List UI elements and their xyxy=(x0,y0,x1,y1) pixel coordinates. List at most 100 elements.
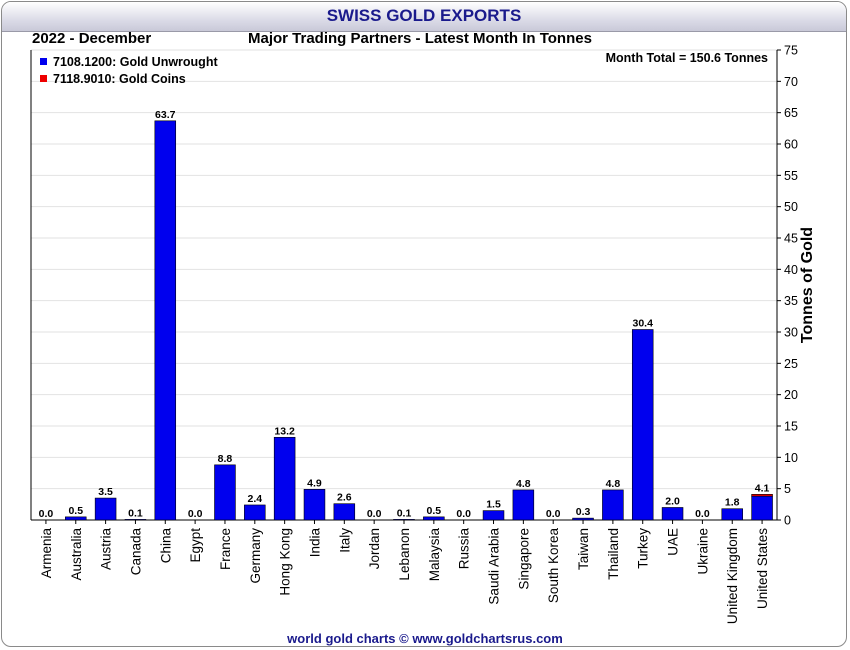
data-label: 0.0 xyxy=(695,508,710,520)
y-tick-label: 30 xyxy=(784,326,798,340)
data-label: 4.8 xyxy=(606,478,621,490)
bar-unwrought xyxy=(602,489,624,521)
data-label: 4.8 xyxy=(516,478,531,490)
y-tick-label: 40 xyxy=(784,263,798,277)
data-label: 2.6 xyxy=(337,492,352,504)
y-tick-label: 5 xyxy=(784,482,791,496)
legend-item-coins: 7118.9010: Gold Coins xyxy=(40,70,218,87)
data-label: 0.0 xyxy=(188,508,203,520)
footer-credit: world gold charts © www.goldchartsrus.co… xyxy=(287,631,563,646)
data-label: 0.5 xyxy=(427,505,442,517)
data-label: 8.8 xyxy=(218,453,233,465)
chart-period: 2022 - December xyxy=(32,30,152,47)
bar-unwrought xyxy=(65,516,87,521)
data-label: 4.1 xyxy=(755,482,770,494)
y-tick-label: 60 xyxy=(784,138,798,152)
legend-label-coins: 7118.9010: Gold Coins xyxy=(53,71,186,86)
bar-unwrought xyxy=(273,436,296,521)
x-tick-label: France xyxy=(218,528,233,570)
x-tick-label: China xyxy=(158,528,173,564)
x-tick-label: Hong Kong xyxy=(278,528,293,596)
x-tick-label: Jordan xyxy=(367,528,382,569)
bar-coins xyxy=(751,494,773,497)
chart-subtitle: Major Trading Partners - Latest Month In… xyxy=(248,30,592,47)
x-tick-label: Australia xyxy=(69,528,84,581)
bar-unwrought xyxy=(214,464,236,521)
x-tick-label: Germany xyxy=(248,528,263,584)
x-tick-label: Armenia xyxy=(39,528,54,579)
legend-item-unwrought: 7108.1200: Gold Unwrought xyxy=(40,53,218,70)
bar-unwrought xyxy=(94,497,117,521)
bar-unwrought xyxy=(154,120,177,521)
data-label: 0.0 xyxy=(456,508,471,520)
y-axis-label: Tonnes of Gold xyxy=(799,226,816,344)
data-label: 0.3 xyxy=(576,506,591,518)
bar-unwrought xyxy=(661,507,684,521)
x-tick-label: Egypt xyxy=(188,528,203,563)
y-tick-label: 65 xyxy=(784,106,798,120)
x-tick-label: Singapore xyxy=(516,528,531,590)
x-tick-label: Lebanon xyxy=(397,528,412,581)
bar-unwrought xyxy=(751,495,773,521)
x-tick-label: South Korea xyxy=(546,528,561,604)
x-tick-label: Italy xyxy=(337,528,352,553)
y-tick-label: 70 xyxy=(784,75,798,89)
data-label: 0.0 xyxy=(367,508,382,520)
y-tick-label: 55 xyxy=(784,169,798,183)
data-label: 2.0 xyxy=(665,495,680,507)
bar-unwrought xyxy=(721,508,743,521)
y-tick-label: 15 xyxy=(784,420,798,434)
bar-unwrought xyxy=(333,503,356,521)
legend: 7108.1200: Gold Unwrought 7118.9010: Gol… xyxy=(40,53,218,87)
y-tick-label: 20 xyxy=(784,388,798,402)
y-tick-label: 35 xyxy=(784,294,798,308)
x-tick-label: Thailand xyxy=(606,528,621,580)
data-label: 0.1 xyxy=(128,507,143,519)
x-tick-label: Saudi Arabia xyxy=(487,528,502,605)
data-label: 0.5 xyxy=(68,505,83,517)
data-label: 30.4 xyxy=(633,317,654,329)
data-label: 1.8 xyxy=(725,497,740,509)
bar-unwrought xyxy=(303,488,326,521)
x-tick-label: Taiwan xyxy=(576,528,591,570)
month-total-label: Month Total = 150.6 Tonnes xyxy=(605,51,768,65)
x-tick-label: Ukraine xyxy=(695,528,710,575)
data-label: 63.7 xyxy=(155,109,176,121)
x-tick-label: Russia xyxy=(457,528,472,570)
legend-swatch-unwrought xyxy=(40,58,47,65)
x-tick-label: United States xyxy=(755,528,770,609)
y-tick-label: 0 xyxy=(784,514,791,528)
x-tick-label: Turkey xyxy=(636,528,651,569)
x-tick-label: Austria xyxy=(99,528,114,571)
data-label: 4.9 xyxy=(307,477,322,489)
x-tick-label: UAE xyxy=(666,528,681,556)
y-tick-label: 75 xyxy=(784,44,798,58)
data-label: 0.1 xyxy=(397,507,412,519)
bar-unwrought xyxy=(572,517,594,521)
y-tick-label: 50 xyxy=(784,200,798,214)
bar-unwrought xyxy=(631,329,654,521)
y-tick-label: 45 xyxy=(784,232,798,246)
x-tick-label: Malaysia xyxy=(427,528,442,582)
data-label: 13.2 xyxy=(274,425,295,437)
bar-unwrought xyxy=(512,489,535,521)
data-label: 0.0 xyxy=(39,508,54,520)
chart-title: SWISS GOLD EXPORTS xyxy=(326,6,522,25)
legend-label-unwrought: 7108.1200: Gold Unwrought xyxy=(53,54,218,69)
y-tick-label: 25 xyxy=(784,357,798,371)
bar-unwrought xyxy=(423,516,445,521)
data-label: 0.0 xyxy=(546,508,561,520)
bar-unwrought xyxy=(244,504,266,521)
y-tick-label: 10 xyxy=(784,451,798,465)
data-label: 2.4 xyxy=(247,493,262,505)
data-label: 3.5 xyxy=(98,486,113,498)
title-bar: SWISS GOLD EXPORTS xyxy=(2,2,846,32)
x-tick-label: United Kingdom xyxy=(725,528,740,624)
x-tick-label: Canada xyxy=(128,528,143,576)
bar-unwrought xyxy=(482,510,505,521)
x-tick-label: India xyxy=(307,528,322,558)
data-label: 1.5 xyxy=(486,499,501,511)
legend-swatch-coins xyxy=(40,75,47,82)
